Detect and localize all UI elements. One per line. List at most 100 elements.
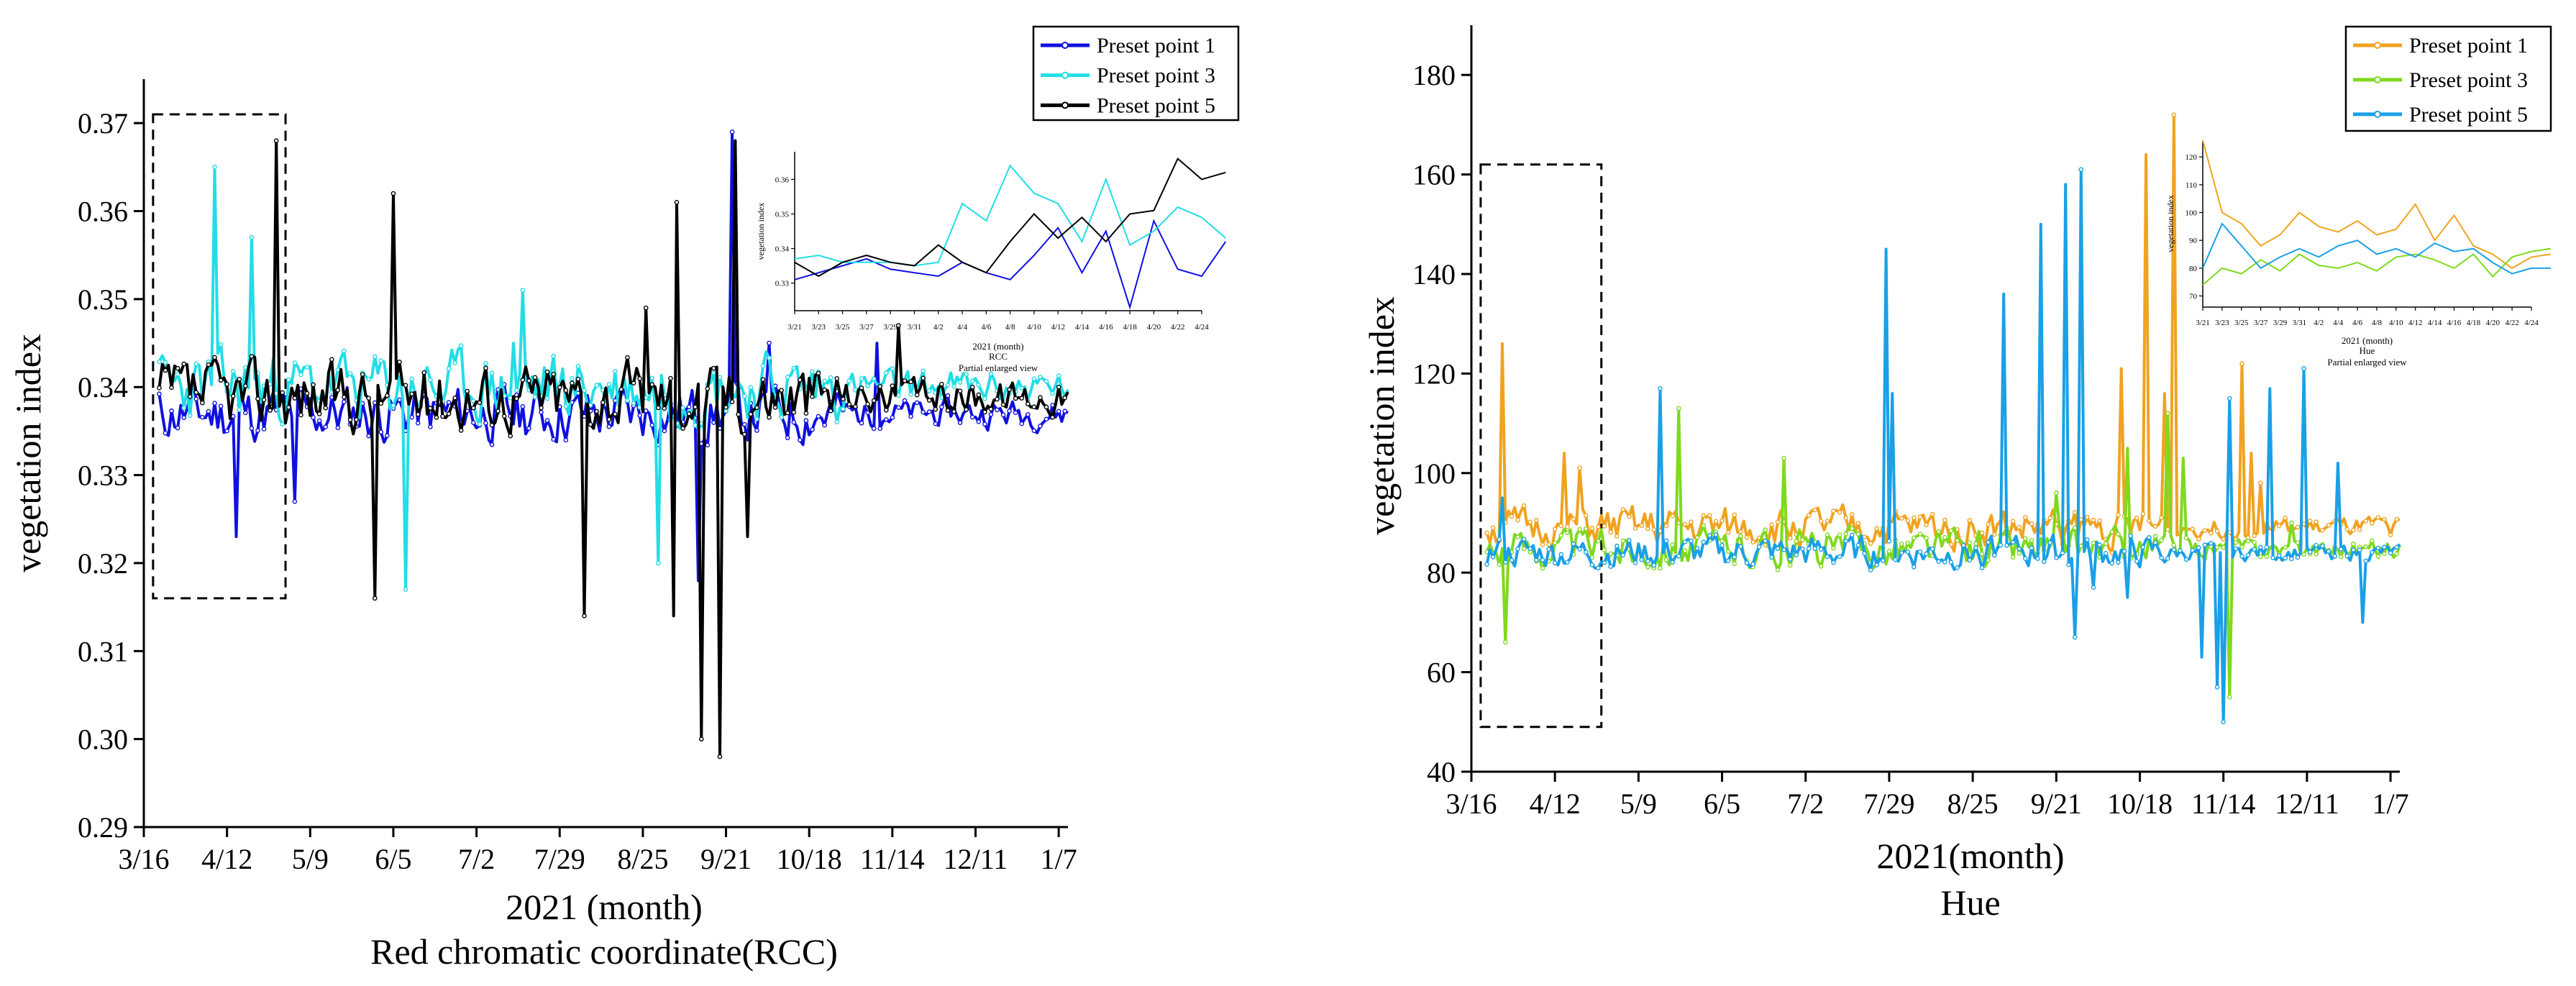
- hue-data-point: [2326, 523, 2331, 528]
- hue-data-point: [2202, 542, 2208, 548]
- rcc-data-point: [760, 363, 766, 369]
- hue-data-point: [1620, 507, 1626, 512]
- rcc-data-point: [594, 383, 599, 388]
- rcc-data-point: [772, 405, 778, 410]
- rcc-data-point: [255, 396, 260, 401]
- rcc-data-point: [563, 437, 569, 443]
- rcc-data-point: [988, 411, 994, 417]
- rcc-data-point: [434, 415, 439, 420]
- hue-data-point: [1893, 557, 1898, 562]
- rcc-x-tick-label: 11/14: [860, 843, 925, 875]
- hue-data-point: [1794, 539, 1799, 544]
- rcc-data-point: [834, 375, 840, 381]
- rcc-inset-x-tick-label: 4/24: [1195, 323, 1209, 332]
- hue-data-point: [2338, 554, 2344, 560]
- hue-data-point: [2085, 514, 2090, 520]
- hue-data-point: [1732, 554, 1737, 560]
- hue-data-point: [1583, 549, 1589, 555]
- rcc-data-point: [748, 411, 754, 417]
- rcc-data-point: [237, 376, 242, 382]
- hue-data-point: [2140, 511, 2146, 516]
- hue-data-point: [2382, 544, 2387, 550]
- hue-data-point: [1583, 513, 1589, 519]
- hue-data-point: [2394, 516, 2399, 522]
- rcc-inset-x-tick-label: 3/27: [859, 323, 874, 332]
- hue-data-point: [2258, 544, 2263, 550]
- rcc-data-point: [662, 406, 667, 411]
- rcc-data-point: [637, 376, 642, 381]
- rcc-data-point: [465, 388, 470, 394]
- hue-data-point: [1991, 531, 1997, 537]
- rcc-data-point: [649, 422, 655, 428]
- hue-data-point: [1583, 526, 1589, 531]
- rcc-data-point: [575, 376, 581, 382]
- rcc-data-point: [372, 595, 378, 601]
- rcc-data-point: [428, 406, 433, 411]
- hue-data-point: [2221, 545, 2226, 550]
- hue-data-point: [1571, 541, 1576, 547]
- hue-inset-y-tick-label: 120: [2186, 153, 2198, 162]
- rcc-data-point: [945, 383, 951, 388]
- hue-data-point: [1912, 535, 1917, 541]
- rcc-data-point: [1019, 421, 1025, 426]
- rcc-data-point: [342, 399, 347, 405]
- hue-data-point: [1924, 522, 1929, 528]
- hue-data-point: [1998, 542, 2004, 548]
- hue-data-point: [2227, 396, 2232, 401]
- rcc-data-point: [957, 420, 963, 425]
- hue-data-point: [2252, 533, 2257, 539]
- hue-data-point: [2264, 544, 2270, 550]
- hue-data-point: [1602, 560, 1607, 565]
- rcc-data-point: [495, 408, 501, 414]
- rcc-data-point: [471, 420, 476, 425]
- hue-data-point: [1855, 531, 1861, 537]
- hue-legend-marker: [2374, 42, 2381, 49]
- hue-data-point: [1484, 562, 1489, 567]
- rcc-inset-caption: Partial enlarged view: [959, 362, 1038, 373]
- rcc-data-point: [175, 425, 181, 431]
- hue-data-point: [1787, 562, 1793, 568]
- hue-data-point: [2214, 685, 2220, 690]
- rcc-data-point: [409, 391, 414, 396]
- hue-data-point: [1694, 535, 1700, 540]
- hue-data-point: [1812, 546, 1817, 552]
- rcc-data-point: [575, 363, 581, 369]
- hue-data-point: [1750, 562, 1755, 567]
- hue-data-point: [1960, 542, 1966, 548]
- rcc-x-tick-label: 7/29: [534, 843, 585, 875]
- hue-data-point: [1552, 560, 1558, 565]
- rcc-data-point: [841, 406, 846, 411]
- hue-data-point: [2295, 540, 2301, 545]
- hue-inset-x-tick-label: 3/29: [2273, 319, 2288, 327]
- rcc-data-point: [544, 396, 550, 401]
- rcc-data-point: [736, 411, 741, 417]
- hue-data-point: [2283, 516, 2288, 521]
- hue-data-point: [1658, 565, 1663, 571]
- hue-data-point: [1775, 546, 1781, 551]
- rcc-data-point: [200, 414, 205, 420]
- rcc-legend-marker: [1061, 71, 1069, 79]
- hue-data-point: [1732, 561, 1737, 566]
- hue-data-point: [2022, 556, 2028, 561]
- hue-data-point: [1694, 546, 1700, 551]
- hue-data-point: [1515, 546, 1520, 552]
- hue-data-point: [1843, 531, 1849, 537]
- hue-data-point: [2375, 554, 2381, 559]
- hue-data-point: [1831, 508, 1836, 513]
- hue-data-point: [2326, 549, 2331, 554]
- rcc-data-point: [458, 343, 464, 349]
- rcc-data-point: [292, 360, 298, 365]
- rcc-data-point: [224, 428, 229, 434]
- hue-data-point: [1973, 545, 1978, 550]
- hue-data-point: [2221, 537, 2226, 542]
- rcc-y-tick-label: 0.33: [78, 460, 128, 492]
- rcc-data-point: [1038, 374, 1043, 380]
- hue-data-point: [2109, 560, 2115, 566]
- rcc-inset-series-line-1: [794, 219, 1227, 310]
- rcc-data-point: [618, 387, 624, 392]
- hue-x-tick-label: 7/29: [1863, 788, 1914, 820]
- rcc-data-point: [372, 354, 378, 360]
- hue-data-point: [2147, 535, 2152, 540]
- hue-data-point: [1986, 557, 1991, 563]
- rcc-data-point: [982, 409, 987, 415]
